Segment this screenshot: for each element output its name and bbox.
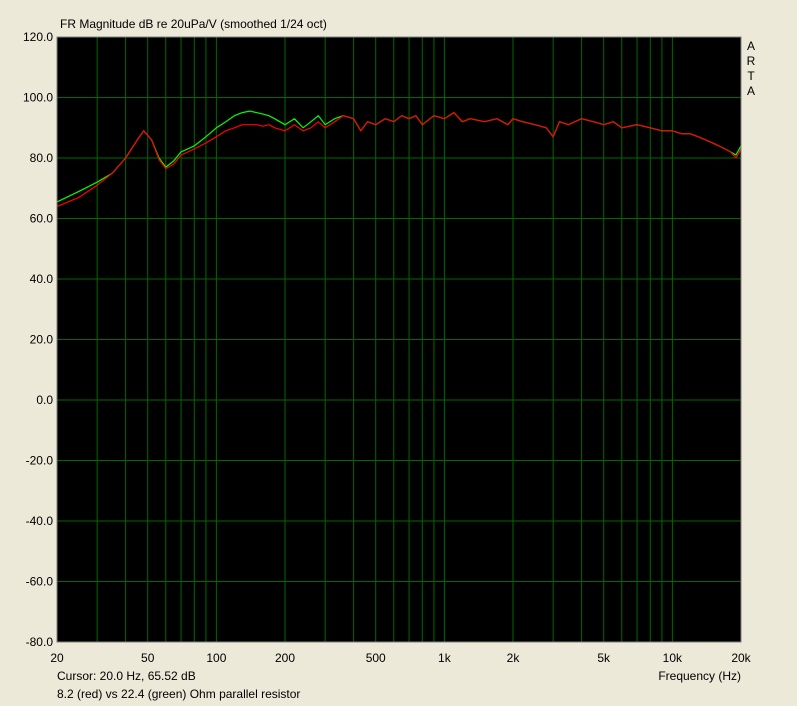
y-tick-label: 0.0 bbox=[36, 393, 53, 407]
y-tick-label: -40.0 bbox=[26, 514, 54, 528]
arta-letter: A bbox=[746, 84, 755, 98]
x-tick-labels: 20 50 100 200 500 1k 2k 5k 10k 20k bbox=[50, 651, 751, 665]
x-tick-label: 20k bbox=[731, 651, 751, 665]
x-tick-label: 500 bbox=[366, 651, 386, 665]
y-tick-label: 60.0 bbox=[30, 212, 54, 226]
arta-side-label: A R T A bbox=[745, 39, 757, 99]
x-tick-label: 20 bbox=[50, 651, 64, 665]
x-axis-label: Frequency (Hz) bbox=[658, 669, 741, 683]
arta-letter: T bbox=[747, 69, 755, 83]
arta-letter: R bbox=[746, 54, 756, 68]
x-tick-label: 200 bbox=[275, 651, 295, 665]
y-tick-label: -60.0 bbox=[26, 575, 54, 589]
x-tick-label: 2k bbox=[507, 651, 521, 665]
legend-text: 8.2 (red) vs 22.4 (green) Ohm parallel r… bbox=[57, 687, 301, 701]
x-tick-label: 1k bbox=[438, 651, 452, 665]
plot-border bbox=[56, 36, 742, 643]
y-tick-label: -20.0 bbox=[26, 454, 54, 468]
y-tick-label: -80.0 bbox=[26, 635, 54, 649]
y-tick-labels: 120.0 100.0 80.0 60.0 40.0 20.0 0.0 -20.0 -40.0 -… bbox=[23, 30, 53, 649]
chart-title: FR Magnitude dB re 20uPa/V (smoothed 1/2… bbox=[60, 17, 327, 31]
x-tick-label: 10k bbox=[663, 651, 683, 665]
x-tick-label: 100 bbox=[206, 651, 226, 665]
x-tick-label: 50 bbox=[141, 651, 155, 665]
red-response-line bbox=[56, 111, 742, 207]
x-tick-label: 5k bbox=[597, 651, 611, 665]
data-series bbox=[56, 110, 742, 207]
arta-letter: A bbox=[746, 39, 755, 53]
y-tick-label: 20.0 bbox=[30, 333, 54, 347]
y-tick-label: 100.0 bbox=[23, 91, 53, 105]
cursor-readout: Cursor: 20.0 Hz, 65.52 dB bbox=[57, 669, 196, 683]
y-tick-label: 40.0 bbox=[30, 272, 54, 286]
y-tick-label: 120.0 bbox=[23, 30, 53, 44]
y-tick-label: 80.0 bbox=[30, 151, 54, 165]
